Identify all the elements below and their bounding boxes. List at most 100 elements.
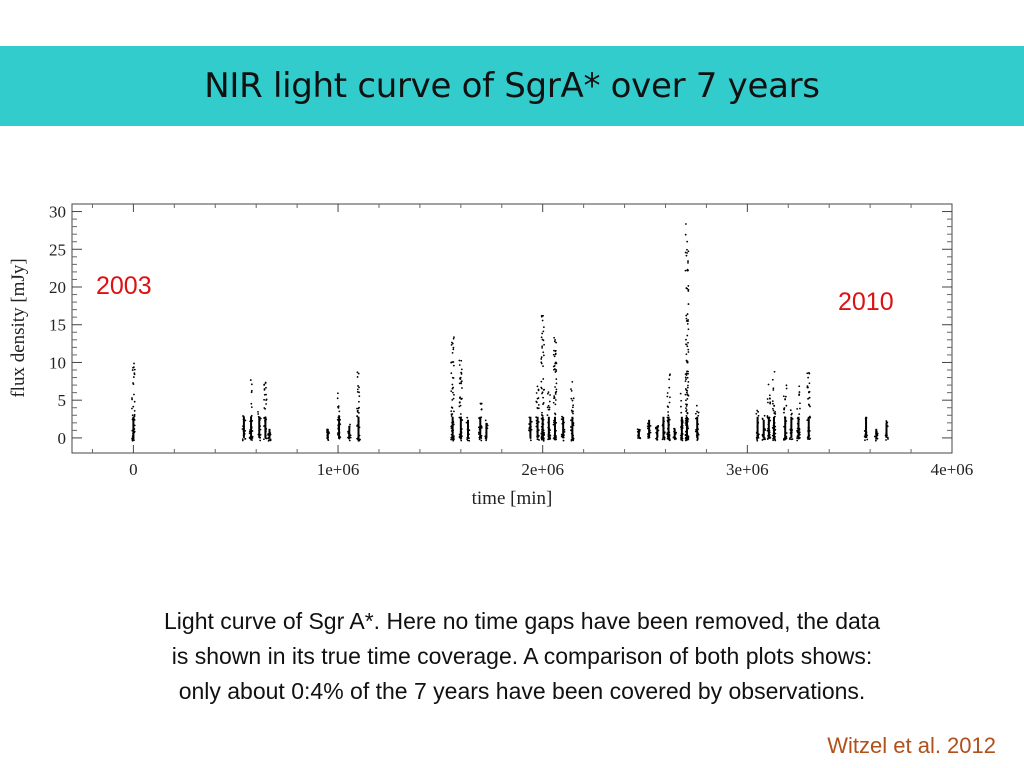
data-point xyxy=(549,434,552,437)
data-point xyxy=(451,351,454,354)
data-point xyxy=(548,400,551,403)
data-point xyxy=(757,414,760,417)
data-point xyxy=(685,343,687,346)
data-point xyxy=(685,399,687,402)
data-point xyxy=(542,354,545,357)
figure-caption: Light curve of Sgr A*. Here no time gaps… xyxy=(20,604,1024,709)
data-point xyxy=(570,389,573,392)
data-point xyxy=(553,397,555,400)
data-point xyxy=(553,438,556,440)
data-point xyxy=(807,403,810,406)
data-point xyxy=(571,380,574,383)
data-point xyxy=(686,403,688,406)
data-point xyxy=(336,397,339,400)
data-point xyxy=(572,410,574,413)
data-point xyxy=(788,438,791,441)
data-point xyxy=(685,359,688,362)
data-point xyxy=(133,373,136,376)
data-point xyxy=(686,240,689,243)
data-point xyxy=(685,391,688,394)
data-point xyxy=(756,438,758,441)
data-point xyxy=(131,407,133,410)
data-point xyxy=(796,407,799,410)
data-point xyxy=(668,401,671,404)
data-point xyxy=(555,361,557,364)
data-point xyxy=(452,361,455,363)
x-tick-label: 1e+06 xyxy=(317,460,360,479)
data-point xyxy=(542,351,545,354)
data-point xyxy=(808,371,810,374)
data-point xyxy=(785,387,788,390)
data-point xyxy=(785,432,788,434)
data-point xyxy=(535,392,538,394)
data-point xyxy=(536,407,539,409)
data-point xyxy=(450,343,453,346)
data-point xyxy=(808,382,811,385)
data-point xyxy=(661,438,664,441)
data-point xyxy=(553,395,556,398)
data-point xyxy=(458,401,461,404)
data-point xyxy=(667,414,670,417)
data-point xyxy=(132,383,135,385)
data-point xyxy=(685,353,688,356)
data-point xyxy=(458,397,461,399)
data-point xyxy=(684,380,687,382)
data-point xyxy=(356,388,359,391)
data-point xyxy=(668,396,671,399)
data-point xyxy=(250,406,253,408)
data-point xyxy=(451,387,454,390)
data-point xyxy=(358,406,360,409)
data-point xyxy=(782,395,785,398)
data-point xyxy=(686,386,689,389)
data-point xyxy=(663,437,666,440)
data-point xyxy=(768,394,771,397)
data-point xyxy=(555,382,558,385)
data-point xyxy=(257,413,260,415)
data-point xyxy=(542,378,545,380)
data-point xyxy=(542,439,545,442)
x-tick-label: 3e+06 xyxy=(726,460,769,479)
data-point xyxy=(562,439,565,442)
data-point xyxy=(571,406,574,409)
data-point xyxy=(783,438,786,441)
data-point xyxy=(784,398,786,400)
data-point xyxy=(542,365,544,368)
data-point xyxy=(480,439,483,442)
data-point xyxy=(554,371,557,373)
data-point xyxy=(696,410,698,413)
data-point xyxy=(133,393,135,396)
data-point xyxy=(807,437,810,440)
data-point xyxy=(864,439,866,442)
slide-title: NIR light curve of SgrA* over 7 years xyxy=(204,66,820,106)
data-point xyxy=(667,411,670,413)
data-point xyxy=(757,410,760,413)
data-point xyxy=(458,359,461,362)
data-point xyxy=(450,415,453,417)
data-point xyxy=(541,332,544,335)
data-point xyxy=(458,382,461,385)
data-point xyxy=(685,338,687,341)
data-point xyxy=(809,437,812,440)
data-point xyxy=(338,410,341,413)
data-point xyxy=(687,260,689,262)
data-point xyxy=(131,369,134,371)
data-point xyxy=(267,440,270,442)
data-point xyxy=(356,407,358,410)
y-tick-label: 5 xyxy=(58,391,67,410)
x-axis-label: time [min] xyxy=(472,488,553,509)
data-point xyxy=(264,407,267,410)
data-point xyxy=(541,319,544,322)
data-point xyxy=(784,395,787,398)
data-point xyxy=(799,407,801,410)
data-point xyxy=(679,392,682,395)
data-point xyxy=(686,393,689,396)
data-point xyxy=(348,439,351,442)
data-point xyxy=(756,439,759,442)
data-point xyxy=(250,438,252,441)
data-point xyxy=(697,414,700,417)
data-point xyxy=(570,397,573,400)
axis-ticks: 0 1e+06 2e+06 3e+06 4e+06 0 5 10 15 20 25 30 xyxy=(49,203,973,479)
data-point xyxy=(131,398,133,401)
citation: Witzel et al. 2012 xyxy=(827,733,996,758)
data-point xyxy=(460,398,463,400)
